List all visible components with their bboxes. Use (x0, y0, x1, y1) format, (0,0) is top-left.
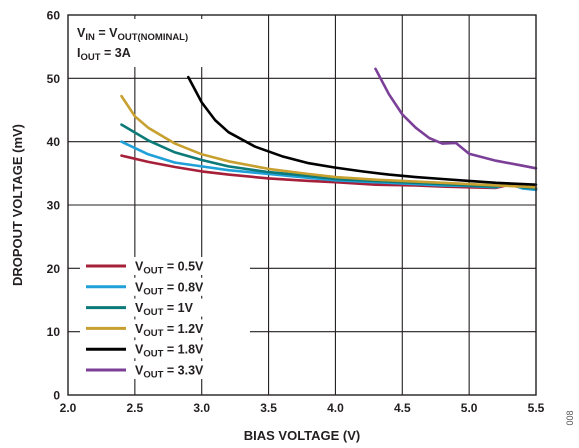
y-tick-label: 50 (47, 72, 61, 86)
y-tick-label: 20 (47, 262, 61, 276)
legend-entry-background (80, 298, 250, 317)
legend-label: VOUT = 3.3V (135, 364, 204, 381)
x-tick-label: 3.0 (193, 401, 210, 415)
series-line-4 (120, 94, 538, 189)
legend-entry-background (80, 319, 250, 338)
y-tick-label: 30 (47, 199, 61, 213)
legend-label: VOUT = 0.5V (135, 260, 204, 277)
x-tick-labels: 2.0 2.5 3.0 3.5 4.0 4.5 5.0 5.5 (60, 401, 545, 415)
legend-entry-background (80, 361, 250, 379)
x-tick-label: 2.5 (127, 401, 144, 415)
legend: VOUT = 0.5V VOUT = 0.8V VOUT = 1V VOUT = 1.… (80, 257, 250, 381)
y-tick-labels: 0 10 20 30 40 50 60 (47, 9, 61, 403)
y-axis-title: DROPOUT VOLTAGE (mV) (10, 124, 25, 286)
y-tick-label: 40 (47, 135, 61, 149)
legend-label: VOUT = 1.2V (135, 322, 204, 339)
x-tick-label: 2.0 (60, 401, 77, 415)
figure-number: 008 (565, 410, 575, 425)
legend-entry-background (80, 277, 250, 296)
legend-label: VOUT = 1V (135, 301, 194, 318)
x-axis-title: BIAS VOLTAGE (V) (244, 428, 361, 443)
legend-entry-background (80, 340, 250, 359)
x-tick-label: 4.5 (394, 401, 411, 415)
series-line-5 (187, 75, 538, 186)
annotation-vin: VIN = VOUT(NOMINAL) (77, 26, 188, 43)
x-tick-label: 3.5 (260, 401, 277, 415)
y-tick-label: 60 (47, 9, 61, 23)
legend-label: VOUT = 1.8V (135, 343, 204, 360)
legend-entry-background (80, 257, 250, 275)
x-tick-label: 5.5 (528, 401, 545, 415)
annotation-box (73, 19, 239, 67)
annotation-iout: IOUT = 3A (77, 46, 131, 63)
series-lines (120, 67, 538, 192)
x-tick-label: 4.0 (327, 401, 344, 415)
plot-area-frame (67, 14, 537, 396)
series-line-6 (374, 67, 538, 170)
y-tick-label: 0 (53, 389, 60, 403)
x-tick-label: 5.0 (461, 401, 478, 415)
legend-label: VOUT = 0.8V (135, 280, 204, 297)
y-tick-label: 10 (47, 325, 61, 339)
